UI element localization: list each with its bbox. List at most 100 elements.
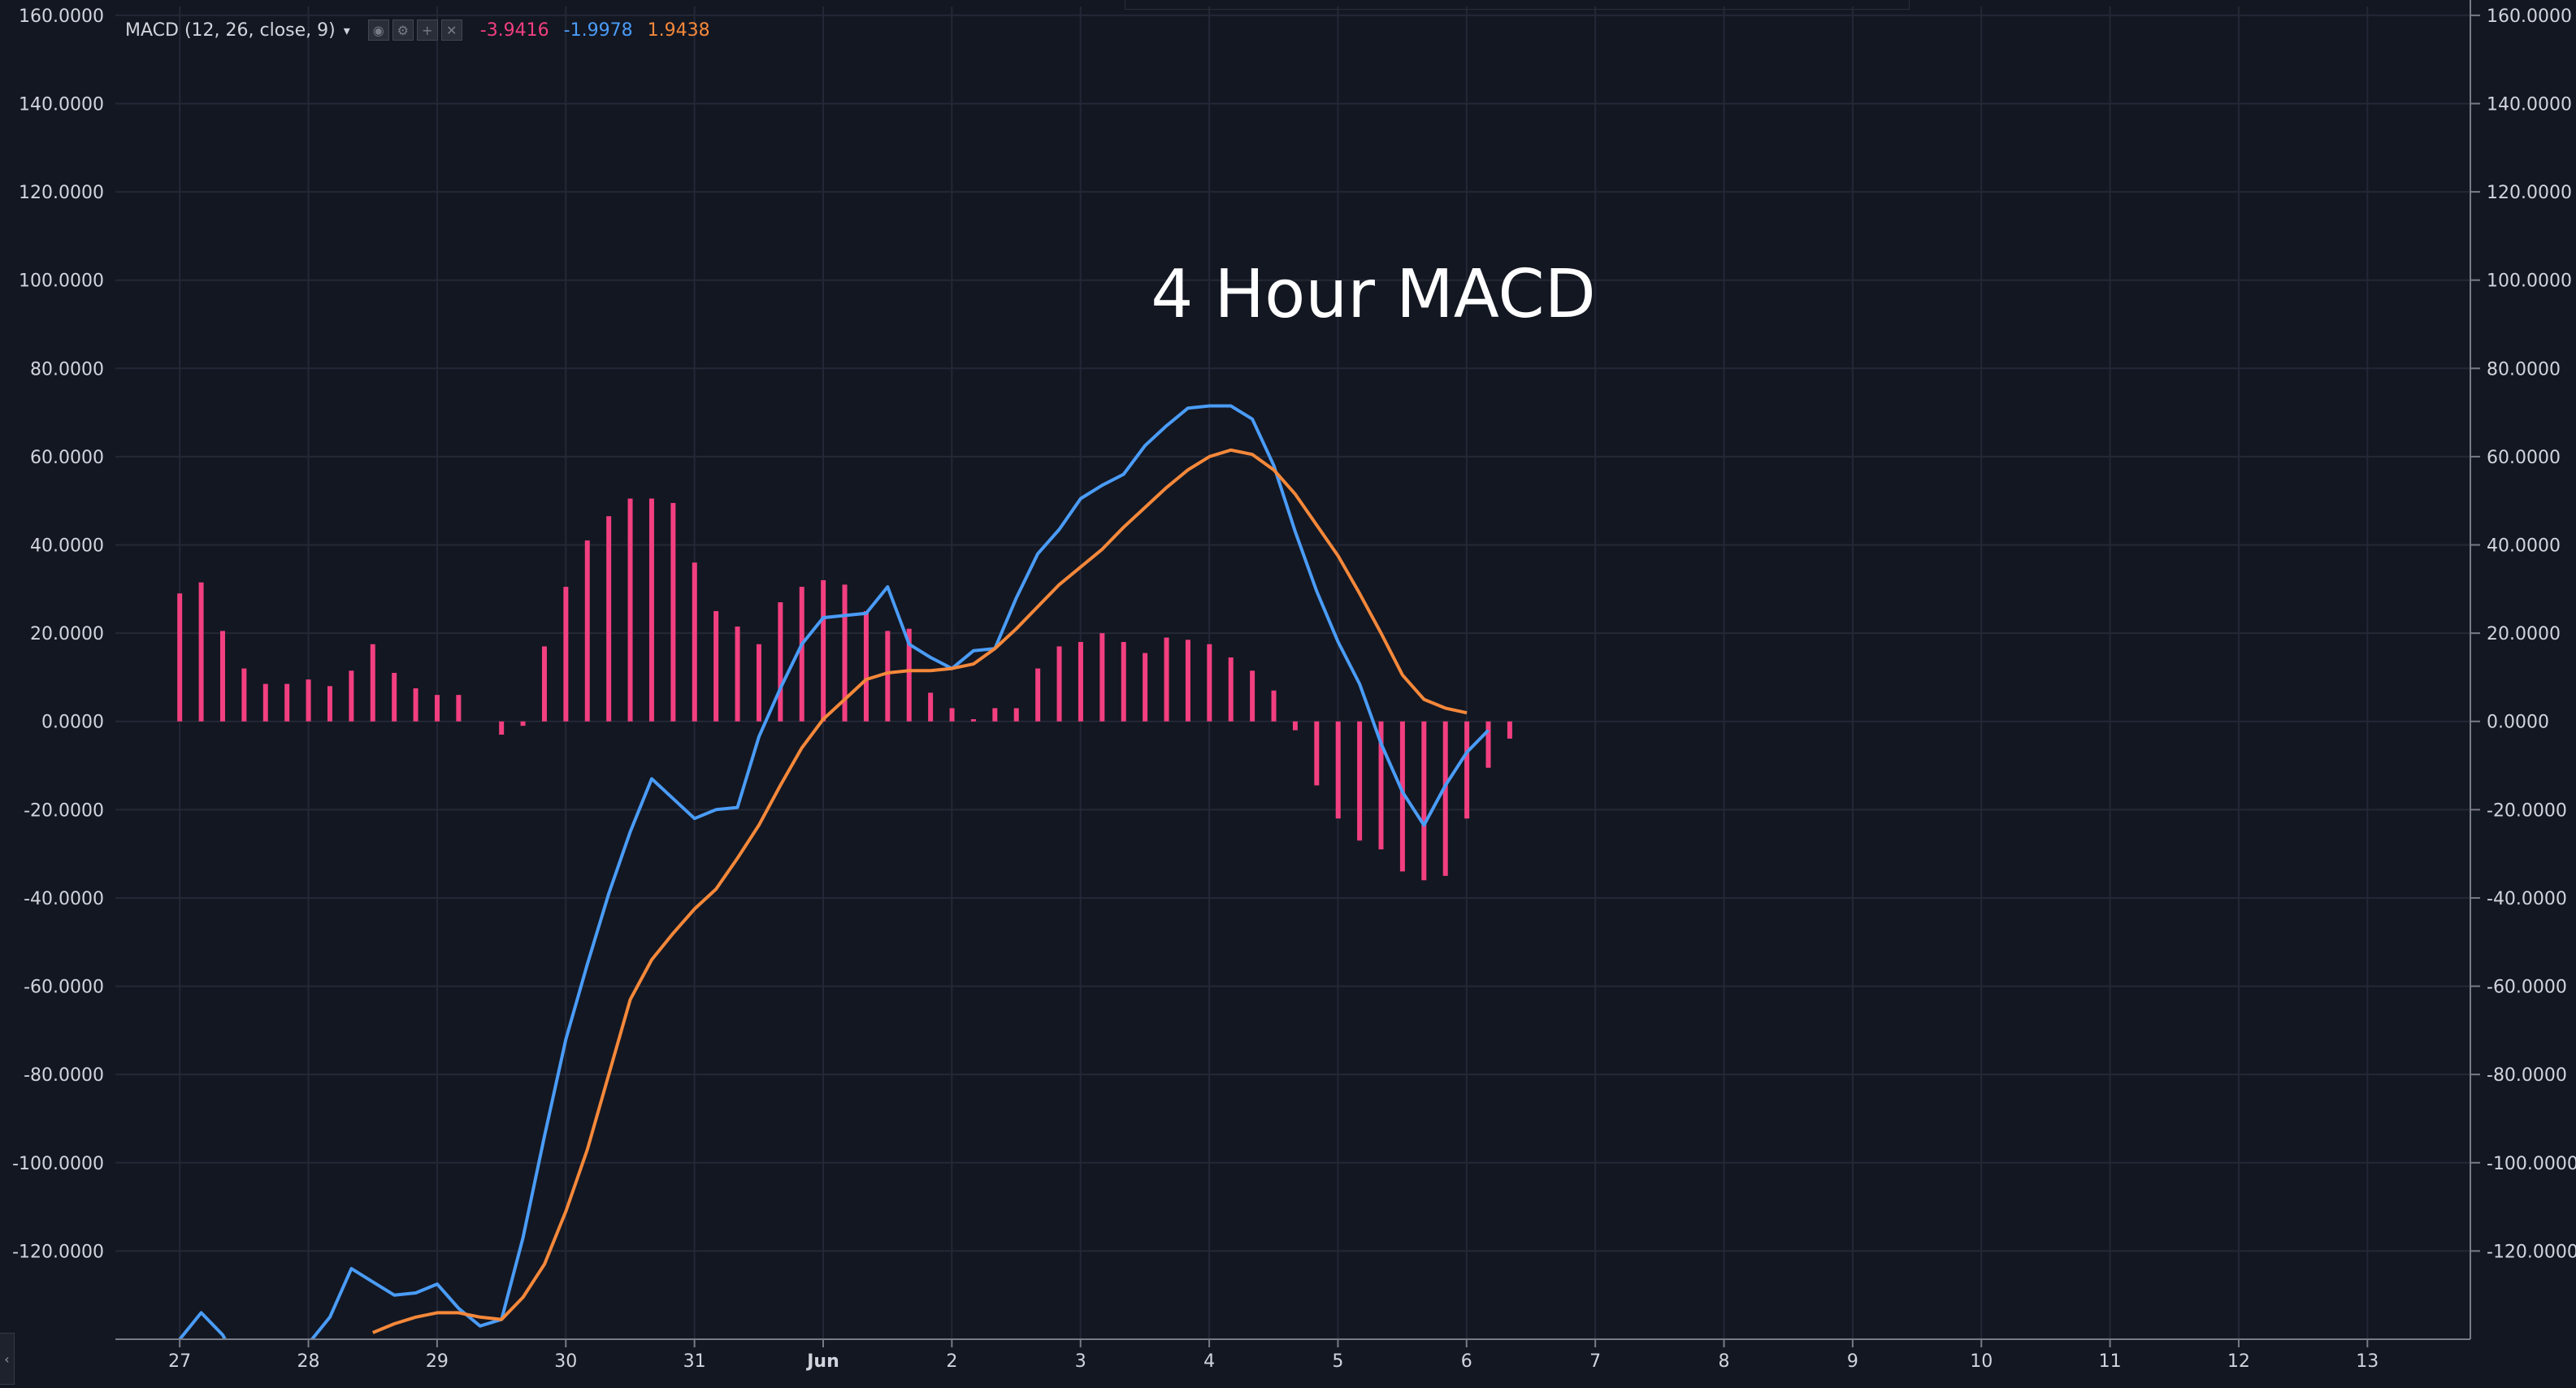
y-tick-label-left: -100.0000 (12, 1154, 104, 1174)
histogram-bar (1099, 633, 1105, 722)
histogram-bar (584, 540, 590, 722)
y-tick-label-right: 0.0000 (2487, 713, 2549, 733)
histogram-bar (1357, 721, 1363, 841)
y-tick-label-right: -120.0000 (2487, 1242, 2576, 1262)
y-tick-label-left: -80.0000 (24, 1065, 104, 1086)
histogram-bar (1143, 653, 1148, 722)
x-tick-label: 29 (426, 1351, 449, 1372)
histogram-bar (842, 584, 848, 722)
x-tick-label: 12 (2227, 1351, 2250, 1372)
y-tick-label-left: -60.0000 (24, 978, 104, 998)
histogram-bar (713, 610, 719, 722)
y-tick-label-left: 60.0000 (30, 448, 104, 468)
y-tick-label-right: -100.0000 (2487, 1154, 2576, 1174)
chevron-left-icon: ‹ (4, 1351, 10, 1367)
x-tick-label: 2 (946, 1351, 957, 1372)
histogram-bar (1292, 721, 1298, 731)
y-tick-label-right: -80.0000 (2487, 1065, 2567, 1086)
y-tick-label-left: -120.0000 (12, 1242, 104, 1262)
y-tick-label-right: 60.0000 (2487, 448, 2561, 468)
x-tick-label: 10 (1970, 1351, 1993, 1372)
x-tick-label: 11 (2099, 1351, 2122, 1372)
x-tick-label: 6 (1461, 1351, 1472, 1372)
histogram-bar (392, 673, 397, 722)
x-tick-label: 30 (554, 1351, 577, 1372)
line-layer (178, 404, 1490, 1339)
eye-icon[interactable]: ◉ (367, 20, 389, 41)
histogram-bar (1421, 721, 1427, 881)
y-tick-label-right: 120.0000 (2487, 183, 2572, 203)
indicator-legend[interactable]: MACD (12, 26, close, 9) ▾ ◉ ⚙ + ✕ -3.941… (125, 18, 710, 42)
histogram-bar (1250, 670, 1255, 722)
y-tick-label-right: 140.0000 (2487, 94, 2572, 115)
histogram-bar (1335, 721, 1341, 819)
histogram-bar (1399, 721, 1405, 872)
histogram-bar (1035, 668, 1041, 722)
histogram-bar (648, 498, 654, 722)
y-tick-label-left: 120.0000 (19, 183, 104, 203)
histogram-bar (349, 670, 354, 722)
x-tick-label: 4 (1203, 1351, 1215, 1372)
x-tick-label: Jun (805, 1351, 839, 1372)
histogram-bar (284, 683, 290, 722)
histogram-bar (1013, 708, 1019, 722)
grid-layer (115, 7, 2470, 1339)
x-tick-label: 7 (1589, 1351, 1601, 1372)
histogram-bar (219, 631, 225, 722)
y-tick-label-left: 0.0000 (41, 713, 104, 733)
histogram-bar (1078, 641, 1083, 722)
histogram-bar (1271, 690, 1277, 722)
y-tick-label-right: -40.0000 (2487, 889, 2567, 909)
histogram-bar (1228, 657, 1234, 722)
histogram-bar (735, 626, 740, 722)
x-tick-label: 5 (1332, 1351, 1343, 1372)
histogram-bar (1485, 721, 1491, 768)
y-tick-label-right: 40.0000 (2487, 536, 2561, 557)
histogram-bar (198, 582, 204, 722)
histogram-bar (499, 721, 505, 735)
x-tick-label: 28 (297, 1351, 320, 1372)
histogram-bar (1378, 721, 1384, 850)
histogram-bar (413, 688, 418, 722)
signal-value: 1.9438 (647, 20, 710, 41)
y-tick-label-left: 100.0000 (19, 271, 104, 292)
histogram-bar (563, 587, 569, 722)
histogram-bar (520, 721, 526, 727)
y-tick-label-left: 80.0000 (30, 359, 104, 380)
y-tick-label-right: 160.0000 (2487, 7, 2572, 27)
histogram-bar (606, 516, 612, 722)
y-tick-label-right: 100.0000 (2487, 271, 2572, 292)
histogram-bar (370, 644, 375, 722)
histogram-bar (906, 628, 912, 722)
histogram-bar (992, 708, 998, 722)
x-tick-label: 8 (1719, 1351, 1730, 1372)
histogram-layer (177, 498, 1512, 881)
histogram-bar (1185, 640, 1190, 722)
histogram-bar (1056, 646, 1062, 722)
histogram-bar (928, 692, 934, 722)
histogram-bar (1442, 721, 1448, 876)
histogram-bar (1507, 721, 1512, 739)
histogram-bar (262, 683, 268, 722)
close-icon[interactable]: ✕ (440, 20, 462, 41)
macd-line (178, 404, 1490, 1339)
y-tick-label-left: 140.0000 (19, 94, 104, 115)
x-tick-label: 13 (2356, 1351, 2379, 1372)
y-tick-label-right: 80.0000 (2487, 359, 2561, 380)
histogram-bar (327, 686, 332, 722)
histogram-bar (970, 719, 976, 722)
chevron-down-icon[interactable]: ▾ (343, 22, 350, 38)
histogram-bar (434, 695, 440, 722)
indicator-name[interactable]: MACD (12, 26, close, 9) (125, 20, 336, 41)
y-tick-label-left: 40.0000 (30, 536, 104, 557)
x-tick-label: 31 (683, 1351, 706, 1372)
histogram-bar (692, 562, 697, 722)
plus-icon[interactable]: + (416, 20, 438, 41)
scroll-left-button[interactable]: ‹ (0, 1333, 15, 1385)
x-tick-label: 27 (168, 1351, 191, 1372)
gear-icon[interactable]: ⚙ (392, 20, 414, 41)
